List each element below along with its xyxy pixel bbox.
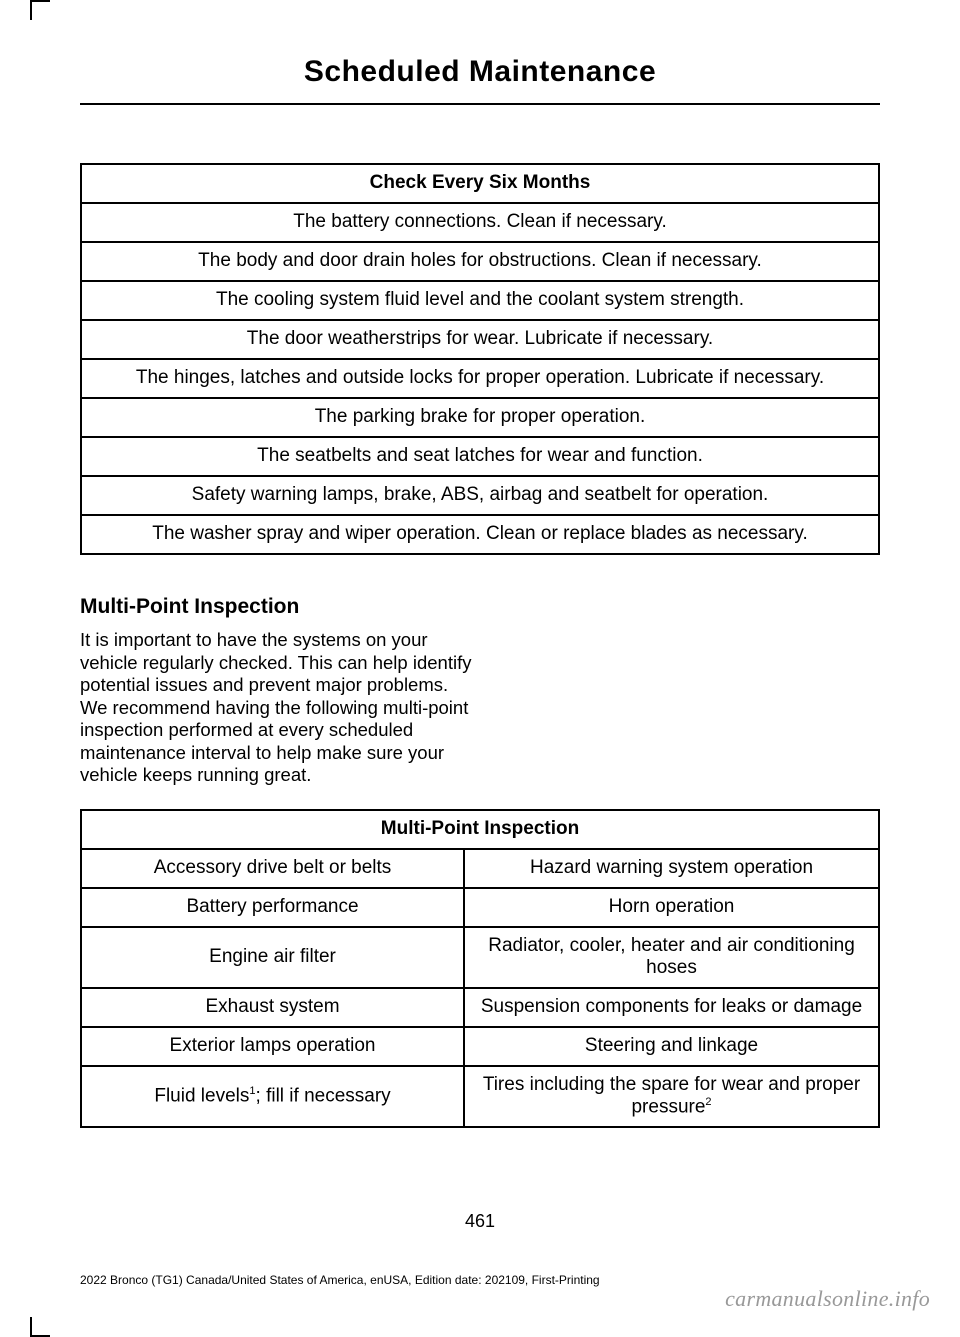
table1-header: Check Every Six Months [81,164,879,203]
table2-cell: Battery performance [81,888,464,927]
table1-row: Safety warning lamps, brake, ABS, airbag… [81,476,879,515]
table1-row: The battery connections. Clean if necess… [81,203,879,242]
table2-cell: Exhaust system [81,988,464,1027]
table2-cell: Horn operation [464,888,879,927]
table2-header: Multi-Point Inspection [81,810,879,849]
t2-right-pre: Tires including the spare for wear and p… [483,1074,860,1117]
crop-mark-top-left [30,0,50,20]
watermark: carmanualsonline.info [725,1286,930,1312]
table1-row: The door weatherstrips for wear. Lubrica… [81,320,879,359]
footer-text: 2022 Bronco (TG1) Canada/United States o… [80,1273,600,1287]
table1-row: The washer spray and wiper operation. Cl… [81,515,879,554]
page-title: Scheduled Maintenance [80,55,880,89]
table1-row: The cooling system fluid level and the c… [81,281,879,320]
table2-cell: Exterior lamps operation [81,1027,464,1066]
multi-point-table: Multi-Point Inspection Accessory drive b… [80,809,880,1128]
crop-mark-bottom-left [30,1317,50,1337]
table1-row: The seatbelts and seat latches for wear … [81,437,879,476]
section-paragraph: It is important to have the systems on y… [80,629,480,787]
table2-cell: Engine air filter [81,927,464,988]
table2-cell-fluid: Fluid levels1; fill if necessary [81,1066,464,1127]
title-rule [80,103,880,105]
table2-cell: Accessory drive belt or belts [81,849,464,888]
check-six-months-table: Check Every Six Months The battery conne… [80,163,880,555]
table1-row: The hinges, latches and outside locks fo… [81,359,879,398]
table2-cell: Radiator, cooler, heater and air conditi… [464,927,879,988]
table2-cell-tires: Tires including the spare for wear and p… [464,1066,879,1127]
table2-cell: Suspension components for leaks or damag… [464,988,879,1027]
t2-left-post: ; fill if necessary [256,1085,391,1106]
page-body: Scheduled Maintenance Check Every Six Mo… [0,0,960,1128]
table2-cell: Steering and linkage [464,1027,879,1066]
page-number: 461 [0,1211,960,1232]
t2-right-sup: 2 [705,1096,711,1108]
t2-left-pre: Fluid levels [154,1085,249,1106]
table1-row: The body and door drain holes for obstru… [81,242,879,281]
table2-cell: Hazard warning system operation [464,849,879,888]
table1-row: The parking brake for proper operation. [81,398,879,437]
section-heading: Multi-Point Inspection [80,595,880,619]
